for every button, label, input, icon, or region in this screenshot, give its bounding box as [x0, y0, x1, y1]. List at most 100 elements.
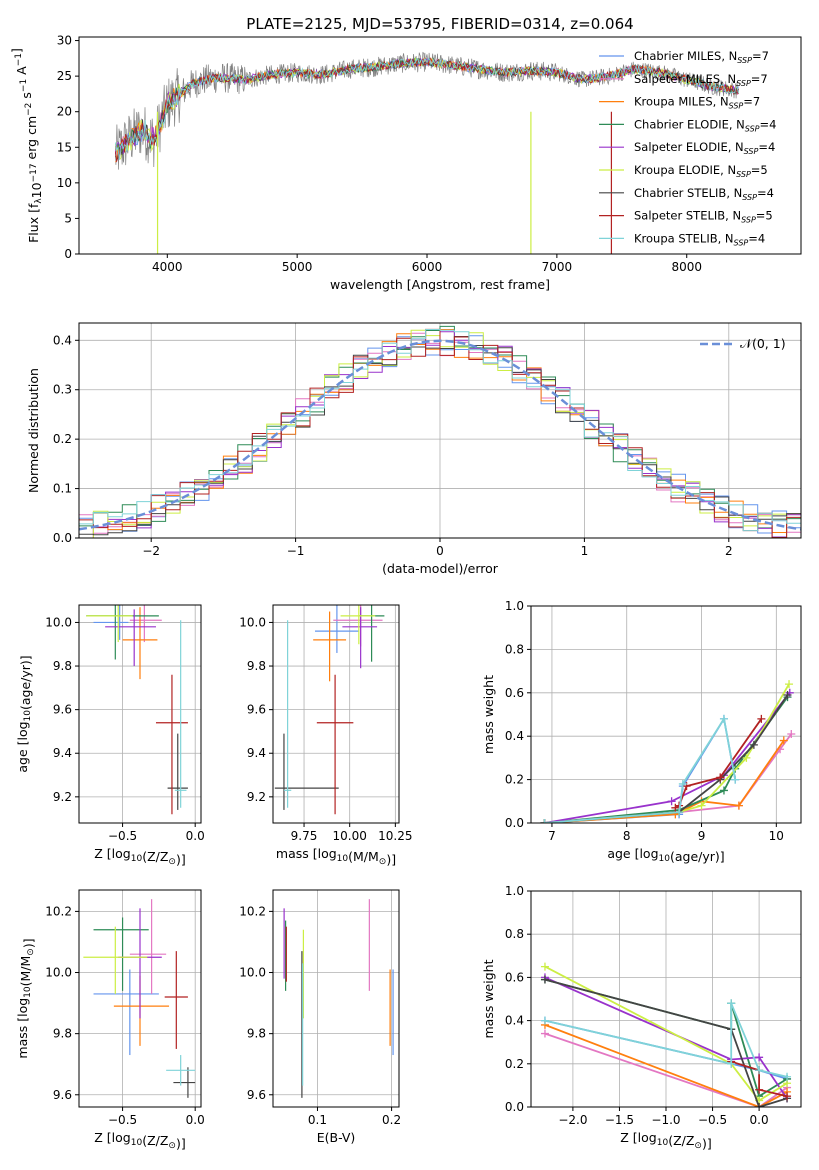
- legend-label: 𝒩(0, 1): [740, 336, 786, 351]
- errorbar-point: [86, 605, 133, 643]
- plot-area: [274, 605, 385, 815]
- x-tick-label: 8: [623, 829, 631, 843]
- errorbar-point: [316, 674, 354, 815]
- x-axis-label: E(B-V): [317, 1130, 356, 1145]
- panel-mass-vs-Z: −0.5 0.0 9.6 9.8 10.0 10.2 Z [log10(Z/Z⊙)] mass…: [15, 889, 205, 1151]
- spectrum-model-line: [115, 57, 740, 161]
- panel-mass-weight-vs-age: 7 8 9 10 0.0 0.2 0.4 0.6 0.8 1.0 age [log10(age/yr…: [481, 599, 802, 864]
- y-tick-label: 9.4: [53, 746, 72, 760]
- y-axis-label: mass weight: [481, 959, 496, 1038]
- y-tick-label: 0.1: [53, 482, 72, 496]
- errorbar-point: [129, 605, 162, 643]
- panel-age-vs-mass: 9.75 10.00 10.25 9.2 9.4 9.6 9.8 10.0 mass [log1…: [239, 604, 413, 867]
- data-marker: [755, 1085, 764, 1094]
- data-marker: [742, 753, 751, 762]
- panel-spectrum: 4000 5000 6000 7000 8000 0 5 10 15 20 25 30 waveleng…: [9, 34, 802, 292]
- y-tick-label: 9.6: [247, 1088, 266, 1102]
- y-tick-label: 0.8: [505, 927, 524, 941]
- x-tick-label: 2: [725, 544, 733, 558]
- legend-label: Chabrier ELODIE, NSSP=4: [634, 117, 776, 133]
- data-marker: [734, 801, 743, 810]
- data-marker: [540, 1029, 549, 1038]
- series-line: [544, 1024, 788, 1107]
- normal-curve: [79, 339, 801, 531]
- data-marker: [755, 1053, 764, 1062]
- y-tick-label: 1.0: [505, 884, 524, 898]
- y-tick-label: 10.2: [45, 904, 72, 918]
- x-axis-label: Z [log10(Z/Z⊙)]: [94, 846, 185, 867]
- y-tick-label: 0.6: [505, 970, 524, 984]
- x-tick-label: −2.0: [558, 1113, 587, 1127]
- axes-frame: [78, 604, 202, 824]
- x-tick-label: 7000: [542, 260, 573, 274]
- errorbar-point: [358, 605, 385, 662]
- legend: Chabrier MILES, NSSP=7 Salpeter MILES, NS…: [599, 49, 776, 247]
- data-marker: [719, 786, 728, 795]
- errorbar-point: [129, 899, 167, 994]
- y-tick-label: 0.2: [53, 432, 72, 446]
- errorbar-point: [167, 733, 188, 810]
- x-tick-label: 9: [698, 829, 706, 843]
- legend-label: Salpeter STELIB, NSSP=5: [634, 209, 773, 225]
- plot-area: [540, 962, 792, 1107]
- y-axis-label: age [log10(age/yr)]: [15, 655, 33, 772]
- y-tick-label: 0.2: [505, 773, 524, 787]
- x-tick-label: 0.0: [750, 1113, 769, 1127]
- x-axis-label: (data-model)/error: [382, 561, 499, 576]
- errorbar-point: [166, 1055, 196, 1086]
- series-line: [544, 978, 788, 1107]
- x-axis-label: mass [log10(M/M⊙)]: [276, 846, 396, 867]
- y-tick-label: 9.8: [247, 659, 266, 673]
- errorbar-point: [118, 908, 162, 1019]
- data-marker: [697, 801, 706, 810]
- panel-residual-hist: −2 −1 0 1 2 0.0 0.1 0.2 0.3 0.4 (data-model)/error…: [26, 322, 802, 576]
- x-tick-label: 0: [436, 544, 444, 558]
- errorbar-point: [313, 611, 347, 682]
- y-tick-label: 0.2: [505, 1057, 524, 1071]
- data-marker: [716, 773, 725, 782]
- y-tick-label: 0.4: [53, 333, 72, 347]
- x-tick-label: 7: [548, 829, 556, 843]
- series-line: [544, 965, 788, 1102]
- data-marker: [675, 808, 684, 817]
- y-tick-label: 15: [57, 140, 72, 154]
- x-axis-label: Z [log10(Z/Z⊙)]: [620, 1130, 711, 1151]
- series-line: [544, 694, 789, 823]
- legend-label: Chabrier STELIB, NSSP=4: [634, 186, 774, 202]
- y-tick-label: 9.2: [53, 790, 72, 804]
- x-tick-label: 1: [581, 544, 589, 558]
- errorbar-point: [342, 607, 378, 669]
- errorbar-point: [105, 609, 156, 667]
- y-tick-label: 0: [64, 247, 72, 261]
- y-tick-label: 0.0: [505, 1100, 524, 1114]
- x-tick-label: 10.00: [333, 829, 367, 843]
- errorbar-point: [173, 1067, 196, 1098]
- data-marker: [755, 1103, 764, 1107]
- y-tick-label: 0.0: [505, 816, 524, 830]
- legend-label: Kroupa ELODIE, NSSP=5: [634, 163, 768, 179]
- plot-area: [79, 325, 801, 538]
- x-tick-label: −2: [142, 544, 160, 558]
- data-marker: [667, 797, 676, 806]
- x-tick-label: −0.5: [108, 829, 137, 843]
- data-marker: [755, 1066, 764, 1075]
- data-marker: [749, 740, 758, 749]
- x-tick-label: 4000: [152, 260, 183, 274]
- x-tick-label: −0.5: [108, 1113, 137, 1127]
- x-tick-label: 5000: [282, 260, 313, 274]
- plot-area: [283, 899, 394, 1098]
- y-axis-label: mass [log10(M/M⊙)]: [15, 938, 36, 1058]
- x-tick-label: −1: [287, 544, 305, 558]
- y-tick-label: 10.2: [239, 904, 266, 918]
- x-tick-label: 0.1: [308, 1113, 327, 1127]
- data-marker: [779, 736, 788, 745]
- data-marker: [783, 690, 792, 699]
- y-tick-label: 9.8: [247, 1027, 266, 1041]
- data-marker: [540, 962, 549, 971]
- data-marker: [785, 680, 794, 689]
- y-axis-label: Normed distribution: [26, 368, 41, 493]
- series-line: [544, 696, 789, 823]
- y-tick-label: 10.0: [239, 615, 266, 629]
- y-tick-label: 10.0: [45, 615, 72, 629]
